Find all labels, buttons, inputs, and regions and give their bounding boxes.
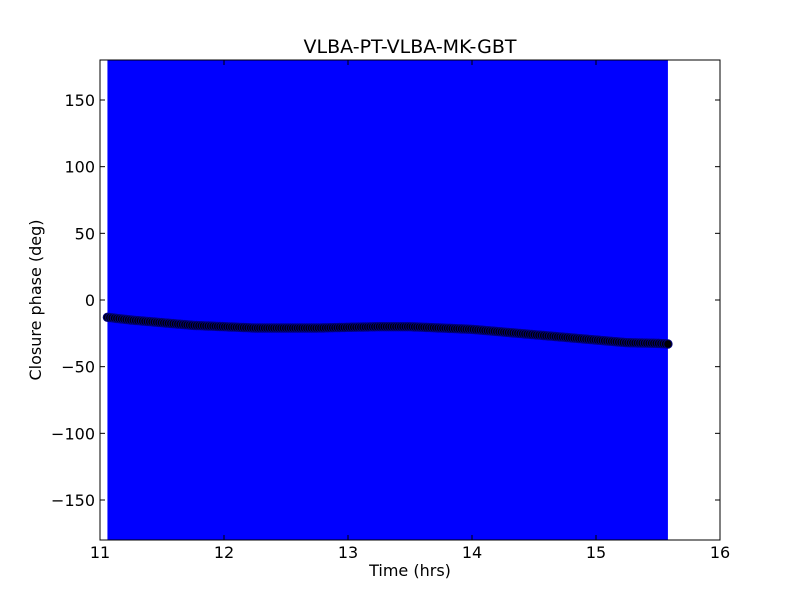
- band-layer: [107, 60, 668, 540]
- y-tick-label: −100: [51, 424, 95, 443]
- y-tick-label: −150: [51, 491, 95, 510]
- data-point: [663, 339, 673, 349]
- y-tick-label: 100: [64, 158, 95, 177]
- x-tick-label: 12: [214, 543, 234, 562]
- y-tick-label: −50: [61, 358, 95, 377]
- y-tick-label: 150: [64, 91, 95, 110]
- x-tick-label: 11: [90, 543, 110, 562]
- y-tick-label: 50: [75, 224, 95, 243]
- y-tick-label: 0: [85, 291, 95, 310]
- shaded-band: [107, 60, 668, 540]
- y-axis-label: Closure phase (deg): [26, 219, 45, 380]
- x-tick-label: 14: [462, 543, 482, 562]
- chart-title: VLBA-PT-VLBA-MK-GBT: [304, 36, 517, 58]
- points-layer: [102, 312, 673, 349]
- x-tick-label: 16: [710, 543, 730, 562]
- axes-layer: 11 12 13 14 15 16 −150 −100 −50 0 50 100 150: [51, 59, 730, 562]
- x-axis-label: Time (hrs): [368, 561, 451, 580]
- x-tick-label: 15: [586, 543, 606, 562]
- x-tick-label: 13: [338, 543, 358, 562]
